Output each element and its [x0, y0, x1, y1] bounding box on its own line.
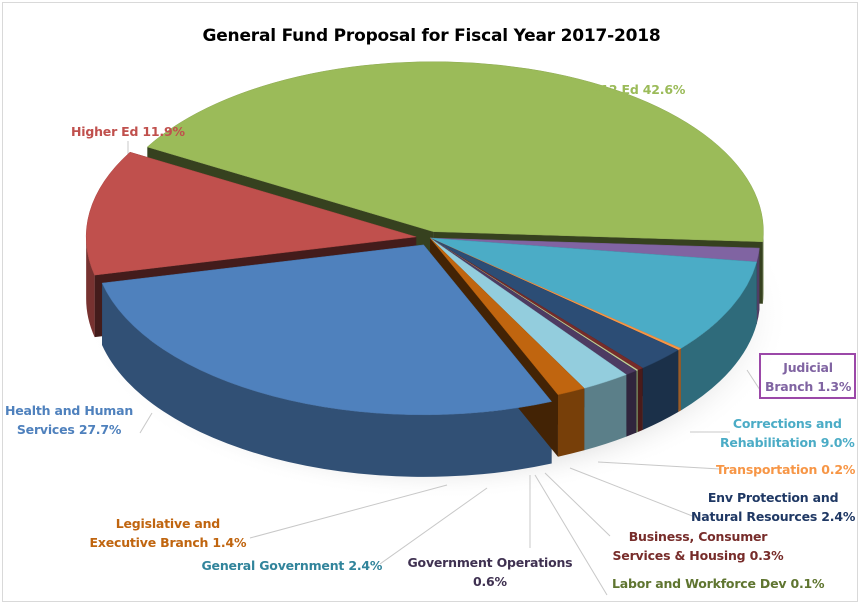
slice-k12[interactable] — [146, 61, 764, 243]
data-label-k12: K-12 Ed 42.6% — [587, 80, 685, 99]
slice-side-hhs — [102, 283, 552, 477]
leader-line-transportation — [597, 461, 721, 470]
chart-title: General Fund Proposal for Fiscal Year 20… — [202, 26, 661, 46]
judicial-label-box — [759, 353, 856, 399]
leader-line-judicial — [746, 369, 761, 391]
data-label-line: Judicial — [783, 360, 833, 375]
leader-line-business — [544, 472, 611, 537]
data-label-line: 0.6% — [473, 574, 507, 589]
data-label-gengov: General Government 2.4% — [202, 556, 383, 575]
leader-line-labor — [534, 474, 608, 596]
slice-side-env — [642, 350, 679, 431]
data-label-line: Business, Consumer — [628, 529, 768, 544]
data-label-line: K-12 Ed 42.6% — [587, 82, 686, 97]
data-label-business: Business, Consumer Services & Housing 0.3… — [613, 527, 784, 565]
data-label-line: Higher Ed 11.9% — [71, 124, 185, 139]
data-label-hhs: Health and Human Services 27.7% — [5, 401, 133, 439]
slice-side-transportation — [678, 348, 681, 413]
slice-side-judicial — [756, 248, 760, 324]
data-label-line: Health and Human — [5, 403, 134, 418]
data-label-labor: Labor and Workforce Dev 0.1% — [612, 574, 825, 593]
leader-line-env — [569, 467, 701, 520]
data-label-line: Natural Resources 2.4% — [691, 509, 856, 524]
slice-side-k12 — [762, 231, 764, 304]
slice-hhs[interactable] — [101, 244, 553, 416]
data-label-highered: Higher Ed 11.9% — [71, 122, 185, 141]
slice-side-legislative — [557, 388, 585, 457]
data-label-transportation: Transportation 0.2% — [716, 460, 855, 479]
data-label-line: Labor and Workforce Dev 0.1% — [612, 576, 825, 591]
data-label-line: Env Protection and — [707, 490, 839, 505]
data-label-line: Rehabilitation 9.0% — [720, 435, 855, 450]
data-label-line: Transportation 0.2% — [716, 462, 856, 477]
data-label-corrections: Corrections and Rehabilitation 9.0% — [720, 414, 855, 452]
slice-side-business — [637, 368, 643, 433]
data-label-line: Government Operations — [407, 555, 573, 570]
data-label-judicial: Judicial Branch 1.3% — [765, 358, 851, 396]
slice-side-labor — [636, 370, 638, 433]
slice-side-gengov — [584, 374, 627, 451]
data-label-line: Services 27.7% — [16, 422, 122, 437]
leader-line-legislative — [249, 484, 448, 539]
leader-line-hhs — [139, 412, 153, 434]
data-label-line: Legislative and — [115, 516, 221, 531]
data-label-line: Corrections and — [732, 416, 842, 431]
data-label-govops: Government Operations 0.6% — [408, 553, 573, 591]
slice-side-corrections — [680, 261, 757, 411]
slice-corrections[interactable] — [429, 237, 758, 349]
slice-side-govops — [626, 370, 637, 437]
slice-side-highered — [86, 236, 95, 338]
slice-legislative[interactable] — [429, 237, 585, 395]
slice-highered[interactable] — [85, 151, 417, 276]
data-label-line: Branch 1.3% — [765, 379, 852, 394]
data-label-legislative: Legislative and Executive Branch 1.4% — [90, 514, 247, 552]
leader-line-gengov — [379, 487, 488, 565]
data-label-line: General Government 2.4% — [201, 558, 383, 573]
data-label-env: Env Protection and Natural Resources 2.4% — [691, 488, 855, 526]
data-label-line: Services & Housing 0.3% — [612, 548, 784, 563]
data-label-line: Executive Branch 1.4% — [89, 535, 247, 550]
